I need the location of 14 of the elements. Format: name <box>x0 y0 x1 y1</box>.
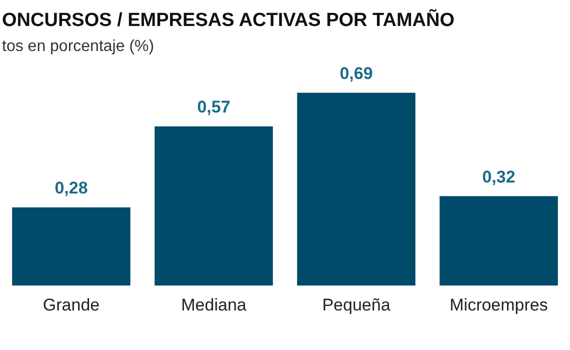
data-label: 0,28 <box>54 178 88 198</box>
chart-subtitle: tos en porcentaje (%) <box>1 38 156 56</box>
x-tick-label: Pequeña <box>322 295 391 314</box>
data-label: 0,57 <box>197 98 230 117</box>
x-tick-label: Mediana <box>181 295 247 314</box>
bar <box>154 126 273 286</box>
x-tick-label: Grande <box>42 295 100 314</box>
bar <box>12 207 130 286</box>
bar <box>440 196 558 286</box>
bar <box>297 92 416 286</box>
data-label: 0,69 <box>340 64 373 83</box>
chart-title: ONCURSOS / EMPRESAS ACTIVAS POR TAMAÑO <box>1 8 456 32</box>
x-tick-label: Microempres <box>450 295 548 314</box>
data-label: 0,32 <box>482 167 516 186</box>
